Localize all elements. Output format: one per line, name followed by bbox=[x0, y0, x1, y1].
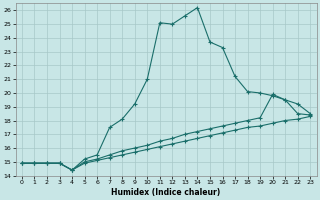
X-axis label: Humidex (Indice chaleur): Humidex (Indice chaleur) bbox=[111, 188, 221, 197]
